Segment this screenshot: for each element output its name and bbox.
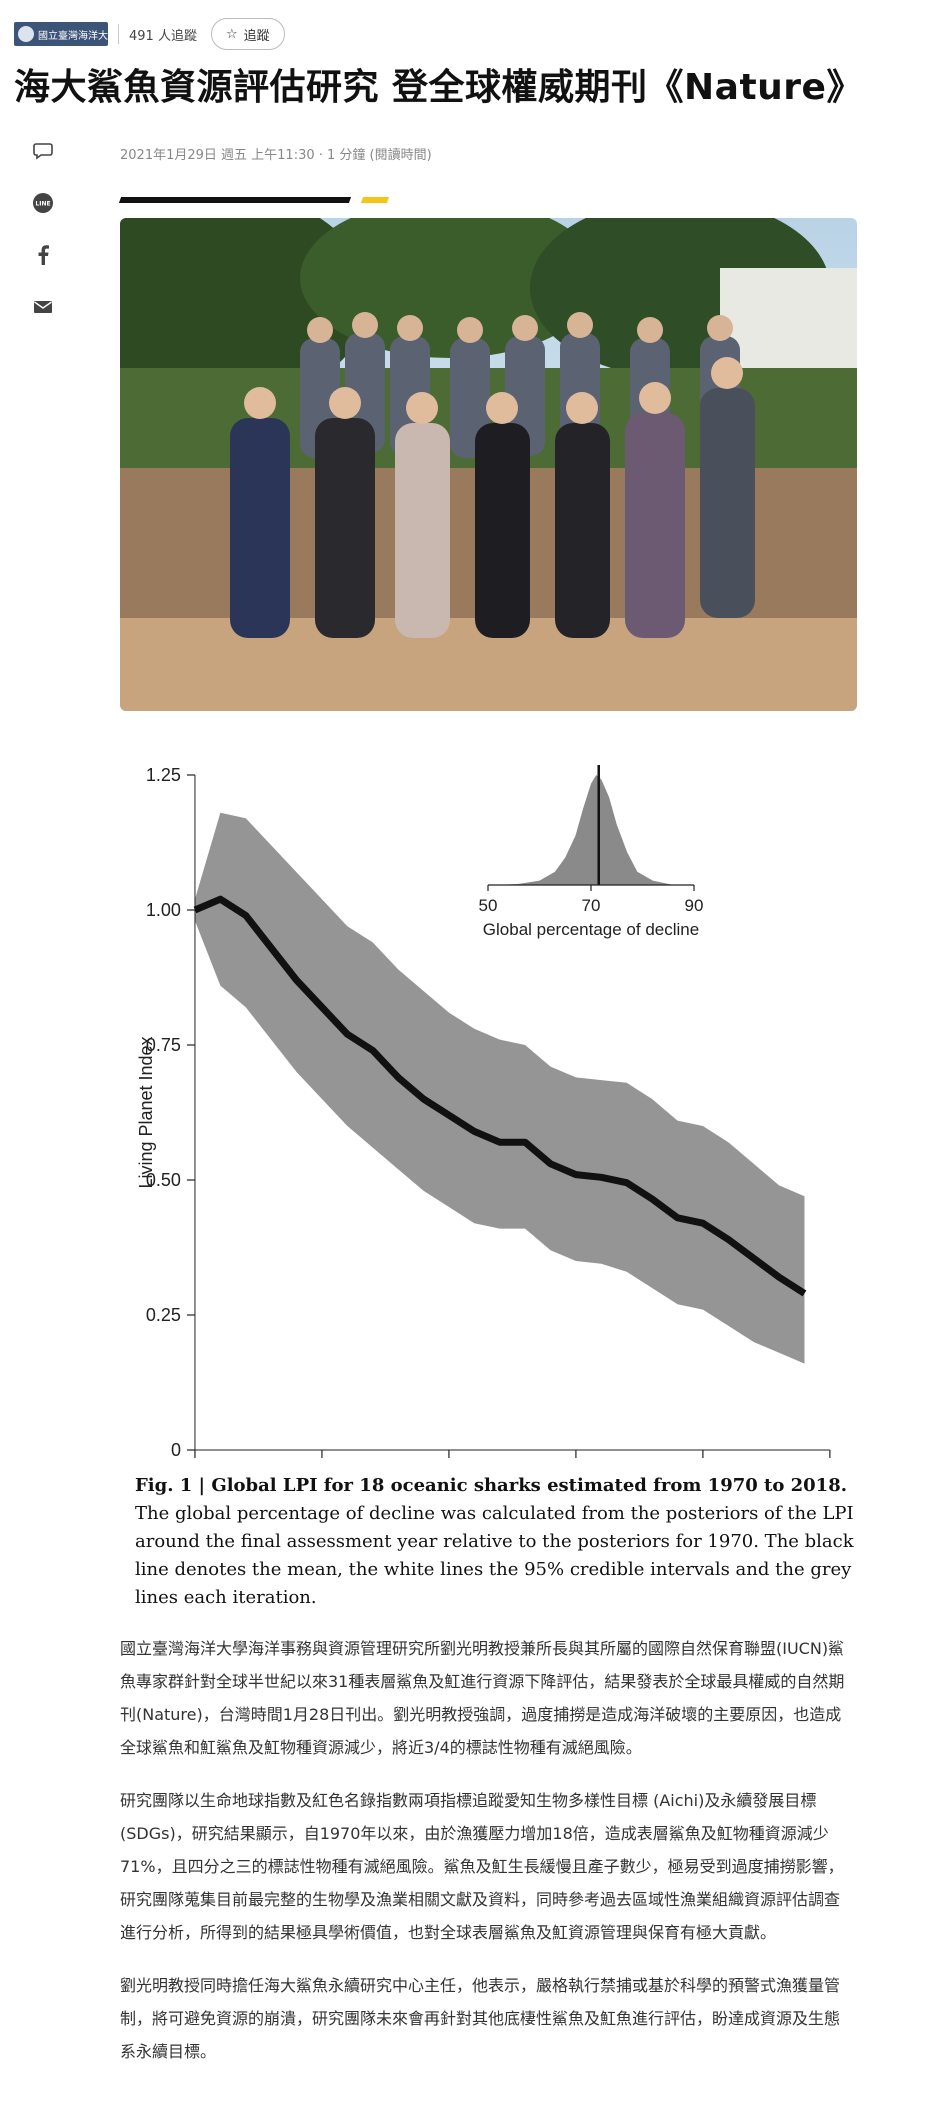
article-meta: 2021年1月29日 週五 上午11:30 · 1 分鐘 (閱讀時間) <box>120 148 432 163</box>
mean-line-path <box>195 899 805 1293</box>
mean-line <box>195 899 805 1293</box>
inset-density <box>498 775 674 885</box>
lpi-chart: 50 70 90 Global percentage of decline 0 0.25… <box>136 765 850 1514</box>
publisher-bar: 國立臺灣海洋大學 491 人追蹤 ☆ 追蹤 <box>14 18 285 50</box>
y-tick-label: 0.25 <box>146 1305 181 1325</box>
credible-band-area <box>194 812 805 1364</box>
y-tick-label: 1.00 <box>146 900 181 920</box>
paragraph-1: 國立臺灣海洋大學海洋事務與資源管理研究所劉光明教授兼所長與其所屬的國際自然保育聯… <box>120 1639 845 1757</box>
lpi-figure: 50 70 90 Global percentage of decline 0 0.25… <box>120 725 857 1605</box>
star-icon: ☆ <box>225 26 238 42</box>
rule-black <box>118 197 352 203</box>
y-tick-label: 0.75 <box>146 1035 181 1055</box>
facebook-icon[interactable] <box>32 244 54 266</box>
inset-x-label: Global percentage of decline <box>483 920 699 939</box>
y-tick-label: 0.50 <box>146 1170 181 1190</box>
divider <box>118 24 119 44</box>
inset-x-tick-label: 90 <box>685 896 704 915</box>
svg-text:LINE: LINE <box>35 201 50 208</box>
title-rule <box>118 188 390 203</box>
paragraph-2: 研究團隊以生命地球指數及紅色名錄指數兩項指標追蹤愛知生物多樣性目標 (Aichi… <box>120 1791 844 1942</box>
y-tick-label: 1.25 <box>146 765 181 785</box>
group-photo <box>120 218 857 711</box>
inset-x-tick-label: 50 <box>479 896 498 915</box>
group-photo-image <box>120 218 857 711</box>
inset-x-tick-label: 70 <box>582 896 601 915</box>
paragraph-3: 劉光明教授同時擔任海大鯊魚永續研究中心主任，他表示，嚴格執行禁捕或基於科學的預警… <box>120 1976 841 2061</box>
credible-band <box>194 812 805 1364</box>
figure-caption: Fig. 1 | Global LPI for 18 oceanic shark… <box>135 1472 855 1612</box>
publisher-logo-text: 國立臺灣海洋大學 <box>38 30 108 42</box>
inset-histogram: 50 70 90 Global percentage of decline <box>479 765 704 939</box>
caption-text: The global percentage of decline was cal… <box>135 1503 854 1608</box>
rule-yellow <box>360 197 390 203</box>
caption-title: Fig. 1 | Global LPI for 18 oceanic shark… <box>135 1475 848 1496</box>
y-tick-label: 0 <box>171 1440 181 1460</box>
seal-icon <box>18 26 34 42</box>
article-body: 國立臺灣海洋大學海洋事務與資源管理研究所劉光明教授兼所長與其所屬的國際自然保育聯… <box>120 1632 855 2088</box>
y-axis-label: Living Planet Index <box>136 1036 156 1188</box>
mail-icon[interactable] <box>32 296 54 318</box>
line-icon[interactable]: LINE <box>32 192 54 214</box>
share-bar: LINE <box>32 140 54 318</box>
article-title: 海大鯊魚資源評估研究 登全球權威期刊《Nature》 <box>14 67 863 108</box>
follow-label: 追蹤 <box>243 28 270 44</box>
comment-icon[interactable] <box>32 140 54 162</box>
chart-axes <box>195 775 830 1450</box>
publisher-logo[interactable]: 國立臺灣海洋大學 <box>14 22 108 46</box>
follower-count: 491 人追蹤 <box>129 28 197 44</box>
follow-button[interactable]: ☆ 追蹤 <box>210 18 285 50</box>
chart-scale-group <box>195 775 830 1450</box>
